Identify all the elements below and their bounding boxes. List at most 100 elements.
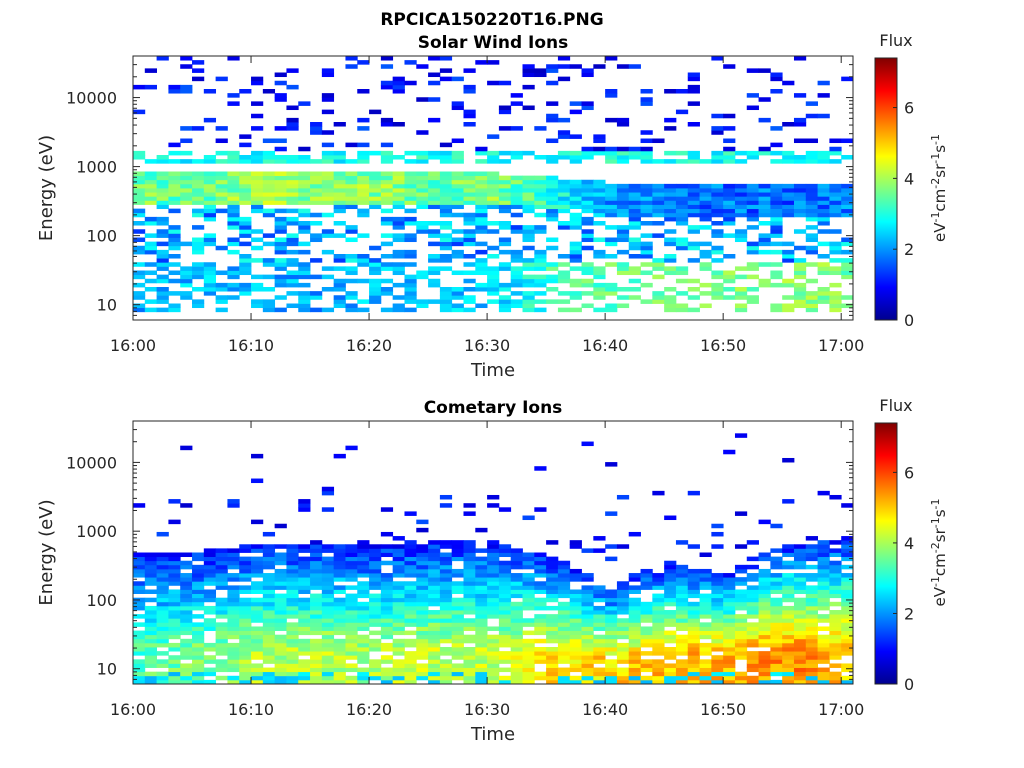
heatmap-cell [841, 295, 853, 300]
heatmap-cell [310, 581, 323, 586]
heatmap-cell [522, 237, 535, 243]
heatmap-cell [841, 155, 853, 160]
heatmap-cell [758, 605, 771, 611]
heatmap-cell [557, 626, 571, 631]
heatmap-cell [605, 556, 618, 562]
heatmap-cell [557, 254, 571, 259]
heatmap-cell [404, 655, 417, 660]
heatmap-cell [298, 663, 311, 668]
heatmap-cell [262, 593, 276, 599]
heatmap-cell [439, 183, 453, 189]
heatmap-cell [534, 466, 547, 471]
heatmap-cell [699, 192, 712, 197]
heatmap-cell [156, 593, 169, 599]
heatmap-cell [192, 249, 205, 255]
heatmap-cell [593, 655, 606, 660]
heatmap-cell [262, 183, 276, 189]
heatmap-cell [557, 671, 571, 677]
heatmap-cell [345, 577, 358, 582]
heatmap-cell [428, 659, 441, 664]
heatmap-cell [439, 155, 453, 160]
heatmap-cell [817, 159, 830, 164]
heatmap-cell [286, 675, 299, 681]
heatmap-cell [428, 72, 441, 78]
heatmap-cell [534, 274, 547, 280]
heatmap-cell [321, 266, 335, 271]
heatmap-cell [357, 212, 370, 218]
heatmap-cell [675, 109, 689, 115]
heatmap-cell [581, 72, 594, 78]
heatmap-cell [262, 589, 276, 594]
heatmap-cell [321, 249, 335, 255]
heatmap-cell [829, 266, 842, 271]
heatmap-cell [605, 605, 618, 611]
heatmap-cell [569, 638, 582, 644]
heatmap-cell [546, 593, 559, 599]
heatmap-cell [817, 601, 830, 607]
heatmap-cell [274, 208, 287, 214]
heatmap-cell [392, 76, 405, 82]
heatmap-cell [133, 282, 146, 288]
heatmap-cell [345, 179, 358, 185]
heatmap-cell [298, 659, 311, 664]
heatmap-cell [439, 556, 453, 562]
heatmap-cell [168, 663, 181, 668]
heatmap-cell [782, 573, 795, 578]
heatmap-cell [510, 671, 523, 677]
heatmap-cell [298, 146, 311, 152]
heatmap-cell [498, 573, 512, 578]
heatmap-cell [581, 278, 594, 284]
heatmap-cell [675, 278, 689, 284]
heatmap-cell [215, 642, 228, 648]
heatmap-cell [699, 200, 712, 205]
heatmap-cell [782, 499, 795, 504]
heatmap-cell [593, 622, 606, 627]
heatmap-cell [392, 179, 405, 185]
heatmap-cell [463, 200, 476, 205]
heatmap-cell [829, 307, 842, 313]
heatmap-cell [416, 585, 429, 590]
heatmap-cell [805, 610, 818, 615]
heatmap-cell [475, 229, 488, 234]
heatmap-cell [392, 581, 405, 586]
heatmap-cell [546, 183, 559, 189]
heatmap-cell [251, 675, 264, 681]
heatmap-cell [699, 291, 712, 296]
heatmap-cell [569, 101, 582, 106]
heatmap-cell [251, 282, 264, 288]
heatmap-cell [404, 307, 417, 313]
heatmap-cell [192, 126, 205, 131]
heatmap-cell [369, 295, 382, 300]
heatmap-cell [829, 552, 842, 558]
heatmap-cell [215, 605, 228, 611]
heatmap-cell [699, 630, 712, 636]
heatmap-cell [133, 192, 146, 197]
heatmap-cell [498, 585, 512, 590]
heatmap-cell [451, 159, 464, 164]
heatmap-cell [416, 593, 429, 599]
heatmap-cell [616, 233, 630, 238]
heatmap-cell [215, 138, 228, 144]
heatmap-cell [439, 560, 453, 566]
heatmap-cell [569, 200, 582, 205]
heatmap-cell [699, 663, 712, 668]
heatmap-cell [841, 630, 853, 636]
heatmap-cell [510, 651, 523, 656]
heatmap-cell [239, 638, 252, 644]
heatmap-cell [345, 568, 358, 574]
heatmap-cell [192, 212, 205, 218]
colorbar-gradient [874, 422, 898, 685]
heatmap-cell [475, 225, 488, 230]
heatmap-cell [841, 183, 853, 189]
heatmap-cell [321, 568, 335, 574]
heatmap-cell [463, 605, 476, 611]
heatmap-cell [227, 188, 240, 193]
heatmap-cell [546, 638, 559, 644]
heatmap-cell [369, 278, 382, 284]
heatmap-cell [664, 307, 677, 313]
heatmap-cell [475, 663, 488, 668]
heatmap-cell [416, 622, 429, 627]
heatmap-cell [404, 179, 417, 185]
heatmap-cell [546, 540, 559, 545]
